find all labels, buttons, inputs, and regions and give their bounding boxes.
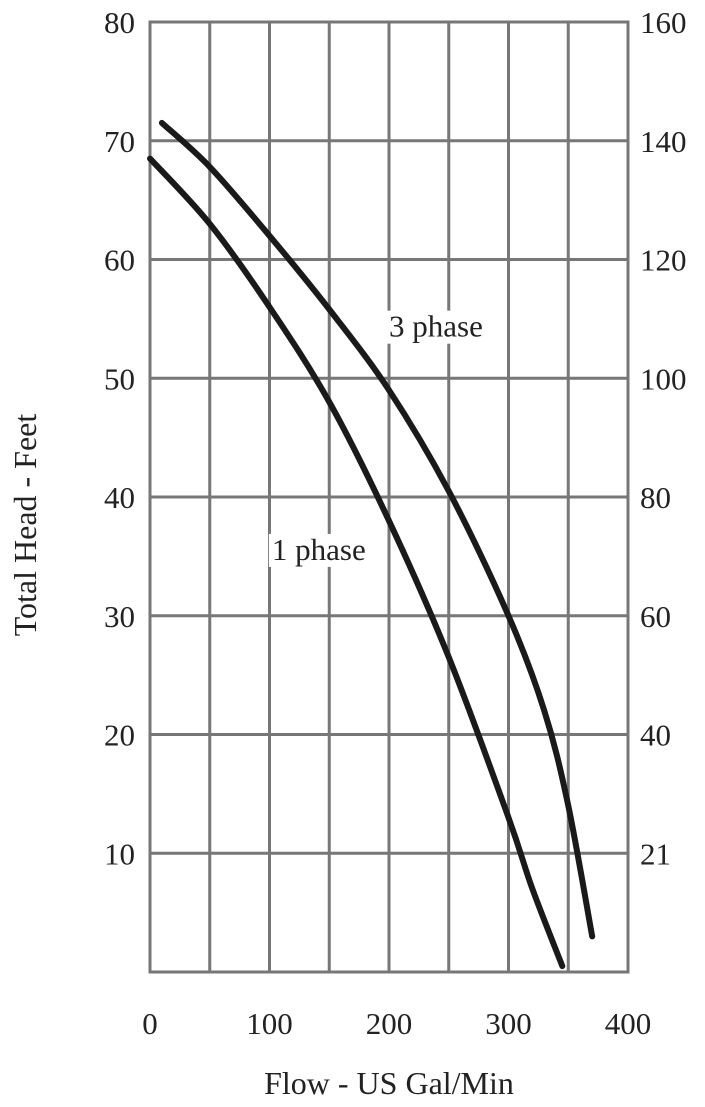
x-tick-label: 300 [485, 1006, 532, 1041]
series-label-background [386, 310, 486, 344]
series-label-background [268, 533, 369, 567]
y-tick-label: 50 [104, 361, 135, 396]
secondary-y-tick-label: 60 [640, 599, 671, 634]
y-tick-label: 80 [104, 5, 135, 40]
series-labels: 3 phase 1 phase [268, 309, 486, 567]
y-tick-label: 40 [104, 480, 135, 515]
series-label-1-phase: 1 phase [272, 532, 366, 567]
series-line-3-phase [158, 119, 596, 940]
secondary-y-tick-label: 21 [640, 836, 671, 871]
secondary-y-tick-label: 80 [640, 480, 671, 515]
y-tick-label: 60 [104, 243, 135, 278]
secondary-y-tick-label: 140 [640, 124, 687, 159]
x-axis-title: Flow - US Gal/Min [264, 1065, 514, 1101]
series-curves [147, 119, 596, 970]
y-tick-label: 20 [104, 718, 135, 753]
grid-lines [150, 22, 628, 972]
secondary-y-tick-label: 120 [640, 243, 687, 278]
x-axis-ticks: 0 100 200 300 400 [142, 1006, 651, 1041]
x-tick-label: 0 [142, 1006, 158, 1041]
y-tick-label: 30 [104, 599, 135, 634]
series-label-3-phase: 3 phase [389, 309, 483, 344]
y-axis-ticks: 80 70 60 50 40 30 20 10 [104, 5, 135, 871]
secondary-y-tick-label: 40 [640, 718, 671, 753]
series-line-1-phase [147, 155, 566, 970]
plot-frame [148, 20, 630, 974]
x-tick-label: 400 [605, 1006, 652, 1041]
y-tick-label: 10 [104, 836, 135, 871]
y-axis-title: Total Head - Feet [7, 414, 43, 637]
secondary-y-tick-label: 100 [640, 361, 687, 396]
x-tick-label: 200 [366, 1006, 413, 1041]
y-tick-label: 70 [104, 124, 135, 159]
secondary-y-tick-label: 160 [640, 5, 687, 40]
secondary-y-axis-ticks: 160 140 120 100 80 60 40 21 [640, 5, 687, 871]
x-tick-label: 100 [246, 1006, 293, 1041]
